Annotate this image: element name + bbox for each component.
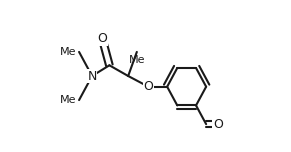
Text: Me: Me — [129, 55, 145, 65]
Text: O: O — [97, 32, 107, 45]
Text: N: N — [87, 69, 97, 83]
Text: O: O — [213, 118, 223, 131]
Text: Me: Me — [60, 47, 76, 57]
Text: Me: Me — [60, 95, 76, 105]
Text: O: O — [143, 80, 153, 93]
